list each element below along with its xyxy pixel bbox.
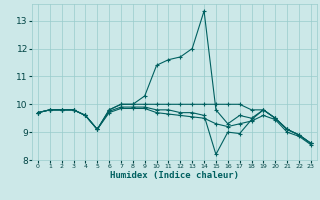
X-axis label: Humidex (Indice chaleur): Humidex (Indice chaleur) bbox=[110, 171, 239, 180]
